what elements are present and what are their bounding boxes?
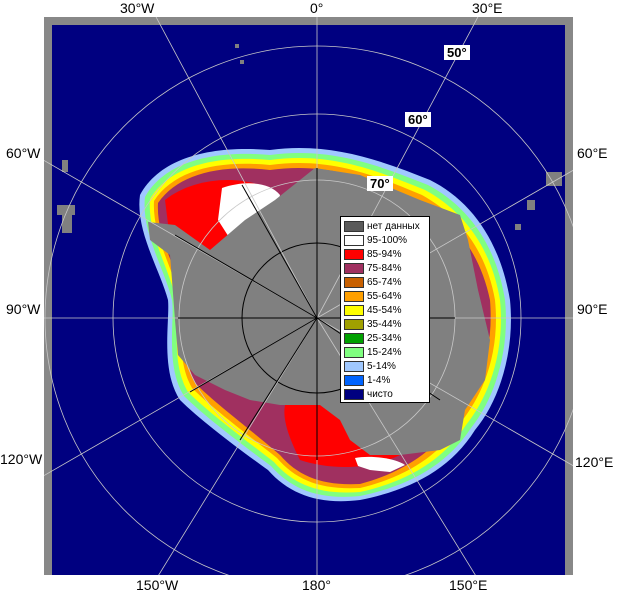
- ice-95-100-percent-small: [355, 456, 405, 472]
- legend-label: 65-74%: [367, 277, 402, 288]
- no-data-speckles: [57, 44, 562, 233]
- meridian-label-60e: 60°E: [577, 145, 608, 161]
- legend-item: 85-94%: [344, 248, 428, 261]
- legend-swatch: [344, 333, 364, 344]
- latitude-label-50: 50°: [444, 45, 470, 60]
- legend-swatch: [344, 249, 364, 260]
- concentration-legend: нет данных 95-100% 85-94% 75-84% 65-74% 55-64…: [340, 216, 430, 403]
- meridian-label-30w-top: 30°W: [120, 0, 155, 16]
- legend-label: 15-24%: [367, 347, 402, 358]
- latitude-label-60: 60°: [405, 112, 431, 127]
- legend-swatch: [344, 375, 364, 386]
- legend-label: 55-64%: [367, 291, 402, 302]
- legend-item: 95-100%: [344, 234, 428, 247]
- legend-swatch: [344, 361, 364, 372]
- legend-label: 85-94%: [367, 249, 402, 260]
- legend-label: 35-44%: [367, 319, 402, 330]
- legend-swatch: [344, 319, 364, 330]
- meridian-label-30e-top: 30°E: [472, 0, 503, 16]
- legend-swatch: [344, 389, 364, 400]
- legend-swatch: [344, 277, 364, 288]
- legend-swatch: [344, 221, 364, 232]
- legend-item: нет данных: [344, 220, 428, 233]
- legend-item: 15-24%: [344, 346, 428, 359]
- legend-label: 75-84%: [367, 263, 402, 274]
- legend-item: 25-34%: [344, 332, 428, 345]
- meridian-label-0-top: 0°: [310, 0, 324, 16]
- legend-label: чисто: [367, 389, 393, 400]
- legend-swatch: [344, 305, 364, 316]
- meridian-label-120w: 120°W: [0, 451, 43, 467]
- meridian-label-150w-bottom: 150°W: [136, 577, 179, 593]
- legend-item: 5-14%: [344, 360, 428, 373]
- legend-swatch: [344, 291, 364, 302]
- latitude-label-70: 70°: [367, 176, 393, 191]
- legend-swatch: [344, 235, 364, 246]
- meridian-label-90w: 90°W: [6, 301, 41, 317]
- legend-label: 5-14%: [367, 361, 396, 372]
- legend-swatch: [344, 347, 364, 358]
- meridian-label-90e: 90°E: [577, 301, 608, 317]
- legend-item: 55-64%: [344, 290, 428, 303]
- legend-item: 45-54%: [344, 304, 428, 317]
- legend-label: 1-4%: [367, 375, 391, 386]
- legend-swatch: [344, 263, 364, 274]
- legend-label: 25-34%: [367, 333, 402, 344]
- legend-item: 35-44%: [344, 318, 428, 331]
- legend-item: 1-4%: [344, 374, 428, 387]
- meridian-label-120e: 120°E: [575, 454, 614, 470]
- legend-item: 75-84%: [344, 262, 428, 275]
- meridian-label-150e-bottom: 150°E: [449, 577, 488, 593]
- legend-label: 45-54%: [367, 305, 402, 316]
- legend-item: 65-74%: [344, 276, 428, 289]
- meridian-label-60w: 60°W: [6, 145, 41, 161]
- legend-label: 95-100%: [367, 235, 408, 246]
- legend-item: чисто: [344, 388, 428, 401]
- meridian-label-180-bottom: 180°: [302, 577, 331, 593]
- legend-label: нет данных: [367, 221, 420, 232]
